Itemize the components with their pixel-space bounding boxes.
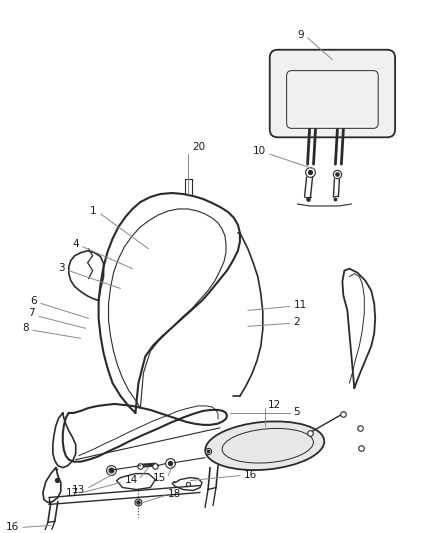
Text: 7: 7	[28, 309, 35, 318]
Text: 15: 15	[153, 473, 166, 482]
FancyBboxPatch shape	[270, 50, 395, 138]
Text: 8: 8	[22, 324, 29, 333]
Ellipse shape	[205, 422, 324, 470]
Text: 4: 4	[72, 239, 79, 249]
Text: 2: 2	[293, 317, 300, 327]
Text: 9: 9	[297, 30, 304, 40]
Text: 16: 16	[244, 470, 257, 480]
FancyBboxPatch shape	[286, 71, 378, 128]
Text: 6: 6	[30, 296, 37, 306]
Ellipse shape	[222, 429, 313, 463]
Text: 12: 12	[268, 400, 281, 410]
Text: 16: 16	[6, 522, 19, 532]
Text: 3: 3	[58, 263, 65, 273]
Text: 14: 14	[125, 474, 138, 484]
Text: 13: 13	[71, 484, 85, 495]
Text: 18: 18	[168, 489, 181, 499]
Text: 5: 5	[293, 407, 300, 417]
Text: 10: 10	[253, 146, 266, 156]
Text: 1: 1	[90, 206, 97, 216]
Text: 17: 17	[65, 489, 79, 498]
Text: 20: 20	[192, 142, 205, 152]
Text: 11: 11	[293, 301, 307, 310]
